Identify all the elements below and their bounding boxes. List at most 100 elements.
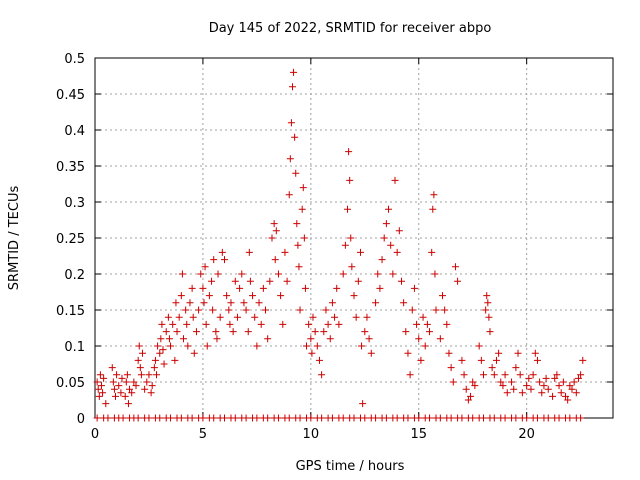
data-point [415,335,423,343]
data-point [529,371,537,379]
data-point [271,256,279,264]
data-point [290,68,298,76]
data-point [423,320,431,328]
data-point [225,306,233,314]
data-point [128,389,136,397]
data-point [570,378,578,386]
data-point [335,320,343,328]
data-point [169,320,177,328]
data-point [179,335,187,343]
data-point [344,205,352,213]
data-point [324,320,332,328]
data-point [209,306,217,314]
data-point [117,389,125,397]
zero-data-point [210,414,218,422]
data-point [574,374,582,382]
data-point [301,284,309,292]
data-point [358,342,366,350]
data-point [577,371,585,379]
data-point [201,263,209,271]
y-tick-label: 0.2 [64,268,85,283]
data-point [460,371,468,379]
data-point [184,342,192,350]
data-point [352,313,360,321]
data-point [190,349,198,357]
data-point [221,256,228,264]
data-point [97,382,105,390]
data-point [294,241,302,249]
data-point [458,356,466,364]
data-point [307,335,315,343]
zero-data-point [533,414,541,422]
y-tick-label: 0.1 [64,340,85,355]
data-point [443,320,451,328]
y-tick-label: 0.25 [56,232,85,247]
data-point [510,385,518,393]
data-point [115,382,123,390]
data-point [122,378,130,386]
zero-data-point [119,414,127,422]
data-point [475,342,483,350]
data-point [266,277,274,285]
data-point [555,382,563,390]
data-point [438,292,446,300]
data-point [205,292,213,300]
data-point [579,356,587,364]
data-point [299,184,307,192]
zero-data-point [285,414,293,422]
x-tick-label: 15 [410,427,427,442]
data-point [441,306,449,314]
data-point [145,371,153,379]
data-point [109,378,117,386]
data-point [124,400,132,408]
data-point [110,385,118,393]
zero-data-point [372,414,380,422]
data-point [291,133,299,141]
data-point [512,364,520,372]
data-point [173,328,181,336]
data-point [287,119,295,127]
zero-data-point [512,414,520,422]
data-point [347,234,355,242]
data-point [143,378,151,386]
data-point [431,270,439,278]
data-point [151,356,159,364]
zero-data-point [134,414,142,422]
data-point [212,328,220,336]
data-point [445,349,453,357]
data-point [549,392,557,400]
data-point [213,335,221,343]
data-point [367,349,375,357]
data-point [527,385,535,393]
data-point [320,328,328,336]
zero-data-point [242,414,250,422]
zero-data-point [404,414,412,422]
data-point [93,378,101,386]
data-point [246,277,254,285]
data-point [160,360,168,368]
data-point [159,346,167,354]
data-point [121,392,129,400]
data-point [482,306,490,314]
data-point [341,241,349,249]
data-point [240,299,248,307]
data-point [356,248,364,256]
data-point [514,349,522,357]
data-point [551,374,559,382]
y-tick-label: 0.3 [64,196,85,211]
zero-data-point [393,414,401,422]
data-point [238,270,246,278]
data-point [421,342,429,350]
data-point [365,335,373,343]
data-point [257,320,265,328]
data-point [345,148,353,156]
data-point [118,374,126,382]
chart-title: Day 145 of 2022, SRMTID for receiver abp… [209,21,492,36]
data-point [426,328,434,336]
data-point [112,392,120,400]
zero-data-point [447,414,455,422]
data-point [572,389,580,397]
data-point [333,284,341,292]
data-point [492,356,500,364]
data-point [462,385,470,393]
